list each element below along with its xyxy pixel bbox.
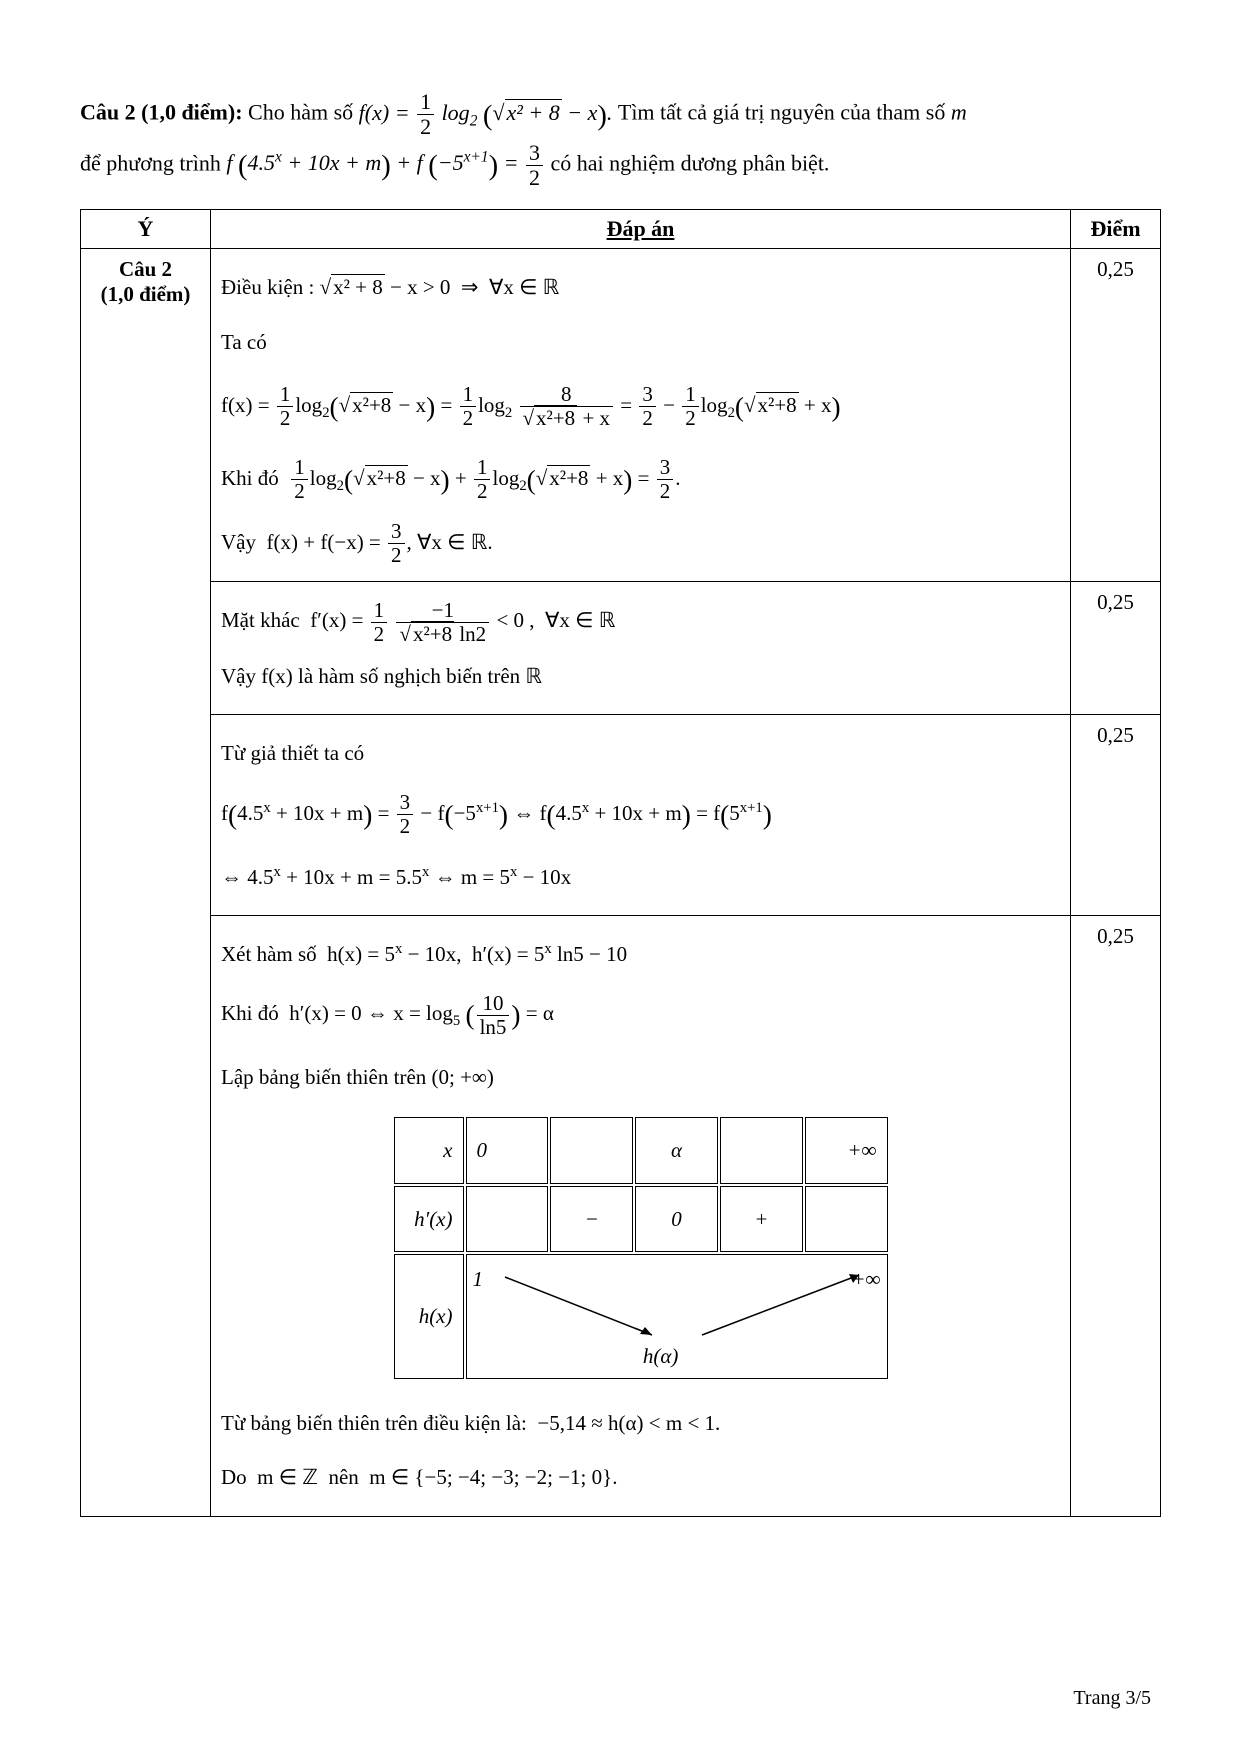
- table-header-row: Ý Đáp án Điểm: [81, 210, 1161, 249]
- question-line2-after: có hai nghiệm dương phân biệt.: [550, 150, 829, 175]
- ans3-line3: ⇔ 4.5x + 10x + m = 5.5x ⇔ m = 5x − 10x: [221, 853, 1060, 901]
- question-label: Câu 2 (1,0 điểm):: [80, 100, 243, 125]
- ans1-line2: Ta có: [221, 318, 1060, 366]
- table-row: Từ giả thiết ta có f(4.5x + 10x + m) = 3…: [81, 715, 1161, 915]
- answer-cell-3: Từ giả thiết ta có f(4.5x + 10x + m) = 3…: [211, 715, 1071, 915]
- answer-table: Ý Đáp án Điểm Câu 2 (1,0 điểm) Điều kiện…: [80, 209, 1161, 1516]
- ans4-line1: Xét hàm số h(x) = 5x − 10x, h′(x) = 5x l…: [221, 930, 1060, 978]
- ans4-line4: Từ bảng biến thiên trên điều kiện là: −5…: [221, 1399, 1060, 1447]
- pts-cell-3: 0,25: [1071, 715, 1161, 915]
- pts-cell-1: 0,25: [1071, 249, 1161, 582]
- ans4-line3: Lập bảng biến thiên trên (0; +∞): [221, 1053, 1060, 1101]
- vtable-h-start: 1: [473, 1255, 484, 1303]
- vtable-row-h: h(x) 1 +∞ h(α): [394, 1254, 888, 1379]
- ans4-line2: Khi đó h′(x) = 0 ⇔ x = log5 (10ln5) = α: [221, 984, 1060, 1047]
- question-line2-before: để phương trình: [80, 150, 226, 175]
- vtable-row-hprime: h′(x) − 0 +: [394, 1186, 888, 1252]
- page-number: Trang 3/5: [1073, 1687, 1151, 1710]
- row-label-cell: Câu 2 (1,0 điểm): [81, 249, 211, 1516]
- pts-cell-2: 0,25: [1071, 582, 1161, 715]
- answer-cell-4: Xét hàm số h(x) = 5x − 10x, h′(x) = 5x l…: [211, 915, 1071, 1516]
- vtable-h-min: h(α): [643, 1332, 679, 1380]
- question-statement: Câu 2 (1,0 điểm): Cho hàm số f(x) = 12 l…: [80, 90, 1161, 191]
- question-text-2: Tìm tất cả giá trị nguyên của tham số: [618, 100, 951, 125]
- th-y: Ý: [81, 210, 211, 249]
- ans2-line1: Mặt khác f′(x) = 12 −1 √x²+8 ln2 < 0 , ∀…: [221, 596, 1060, 646]
- ans2-line2: Vậy f(x) là hàm số nghịch biến trên ℝ: [221, 652, 1060, 700]
- vtable-h-end: +∞: [851, 1255, 880, 1303]
- page: Câu 2 (1,0 điểm): Cho hàm số f(x) = 12 l…: [0, 0, 1241, 1755]
- answer-cell-2: Mặt khác f′(x) = 12 −1 √x²+8 ln2 < 0 , ∀…: [211, 582, 1071, 715]
- question-param: m: [951, 100, 967, 125]
- question-eq2: f (4.5x + 10x + m) + f (−5x+1) = 32: [226, 150, 550, 175]
- question-fn-def: f(x) = 12 log2 (√x² + 8 − x).: [359, 100, 618, 125]
- ans1-line1: Điều kiện : √x² + 8 − x > 0 ⇒ ∀x ∈ ℝ: [221, 263, 1060, 311]
- ans4-line5: Do m ∈ ℤ nên m ∈ {−5; −4; −3; −2; −1; 0}…: [221, 1453, 1060, 1501]
- variation-table: x 0 α +∞ h′(x) − 0 +: [392, 1115, 890, 1381]
- th-pts: Điểm: [1071, 210, 1161, 249]
- table-row: Xét hàm số h(x) = 5x − 10x, h′(x) = 5x l…: [81, 915, 1161, 1516]
- ans1-line5: Vậy f(x) + f(−x) = 32, ∀x ∈ ℝ.: [221, 518, 1060, 568]
- vtable-row-x: x 0 α +∞: [394, 1117, 888, 1183]
- ans3-line1: Từ giả thiết ta có: [221, 729, 1060, 777]
- question-text-1: Cho hàm số: [248, 100, 359, 125]
- table-row: Mặt khác f′(x) = 12 −1 √x²+8 ln2 < 0 , ∀…: [81, 582, 1161, 715]
- table-row: Câu 2 (1,0 điểm) Điều kiện : √x² + 8 − x…: [81, 249, 1161, 582]
- answer-cell-1: Điều kiện : √x² + 8 − x > 0 ⇒ ∀x ∈ ℝ Ta …: [211, 249, 1071, 582]
- th-ans: Đáp án: [211, 210, 1071, 249]
- ans1-line3: f(x) = 12log2(√x²+8 − x) = 12log2 8 √x²+…: [221, 372, 1060, 443]
- ans3-line2: f(4.5x + 10x + m) = 32 − f(−5x+1) ⇔ f(4.…: [221, 784, 1060, 847]
- ans1-line4: Khi đó 12log2(√x²+8 − x) + 12log2(√x²+8 …: [221, 449, 1060, 512]
- pts-cell-4: 0,25: [1071, 915, 1161, 1516]
